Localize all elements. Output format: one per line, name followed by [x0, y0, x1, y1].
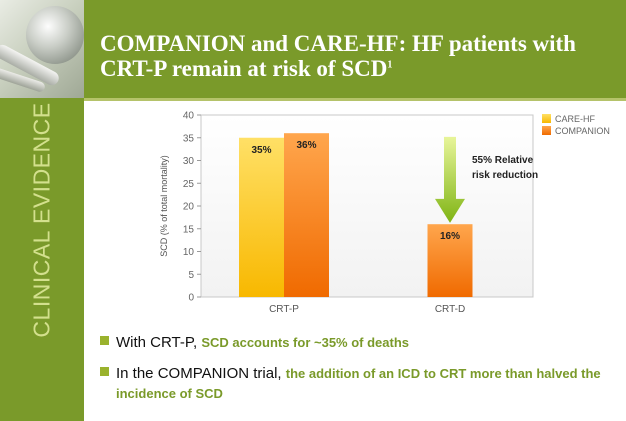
data-label: 36%: [296, 140, 316, 151]
bullet-text: With CRT-P, SCD accounts for ~35% of dea…: [116, 333, 610, 353]
y-tick-label: 25: [183, 179, 195, 190]
bar-crt-p-care-hf: [239, 137, 284, 297]
chart-svg: 0 5 10 15 20 25 30 35 40 SCD (% of total mortalit…: [159, 111, 610, 316]
header-band: [84, 0, 626, 98]
y-tick-label: 0: [188, 293, 194, 304]
device-disc: [26, 6, 84, 64]
header-divider: [84, 98, 626, 101]
bar-crt-p-companion: [284, 133, 329, 297]
left-strip: CLINICAL EVIDENCE: [0, 0, 84, 421]
x-tick-label: CRT-P: [269, 304, 299, 315]
slide-title: COMPANION and CARE-HF: HF patients with …: [100, 31, 620, 81]
bullet-item-1: With CRT-P, SCD accounts for ~35% of dea…: [100, 333, 610, 353]
y-tick-label: 40: [183, 111, 195, 122]
bullet-text: In the COMPANION trial, the addition of …: [116, 364, 610, 404]
y-tick-label: 5: [188, 270, 194, 281]
bullet-square: [100, 367, 109, 376]
section-label: CLINICAL EVIDENCE: [28, 102, 55, 338]
legend-swatch: [542, 126, 551, 135]
legend-label: COMPANION: [555, 126, 610, 136]
y-tick-label: 15: [183, 224, 195, 235]
x-tick-label: CRT-D: [435, 304, 465, 315]
data-label: 35%: [251, 145, 271, 156]
bullet-emphasis: SCD accounts for ~35% of deaths: [201, 335, 410, 350]
y-axis-title: SCD (% of total mortality): [159, 155, 169, 257]
title-footnote-marker: 1: [387, 59, 393, 71]
legend-label: CARE-HF: [555, 114, 596, 124]
annotation-text: 55% Relative: [472, 155, 534, 166]
legend-swatch: [542, 114, 551, 123]
bullet-emphasis: the addition of an ICD to CRT more than …: [116, 366, 601, 401]
annotation-text: risk reduction: [472, 170, 538, 181]
bullet-square: [100, 336, 109, 345]
bar-chart: 0 5 10 15 20 25 30 35 40 SCD (% of total mortalit…: [84, 101, 626, 323]
data-label: 16%: [440, 231, 460, 242]
bar-crt-d-companion: [427, 224, 473, 297]
reduction-arrow: [435, 136, 465, 223]
y-tick-label: 10: [183, 247, 195, 258]
bullet-lead: In the COMPANION trial,: [116, 365, 286, 382]
y-tick-label: 20: [183, 202, 195, 213]
bullet-item-2: In the COMPANION trial, the addition of …: [100, 364, 610, 404]
slide-title-text: COMPANION and CARE-HF: HF patients with …: [100, 31, 576, 81]
y-tick-label: 35: [183, 133, 195, 144]
bullet-lead: With CRT-P,: [116, 334, 202, 351]
y-tick-label: 30: [183, 156, 195, 167]
pacemaker-device-image: [0, 0, 84, 98]
